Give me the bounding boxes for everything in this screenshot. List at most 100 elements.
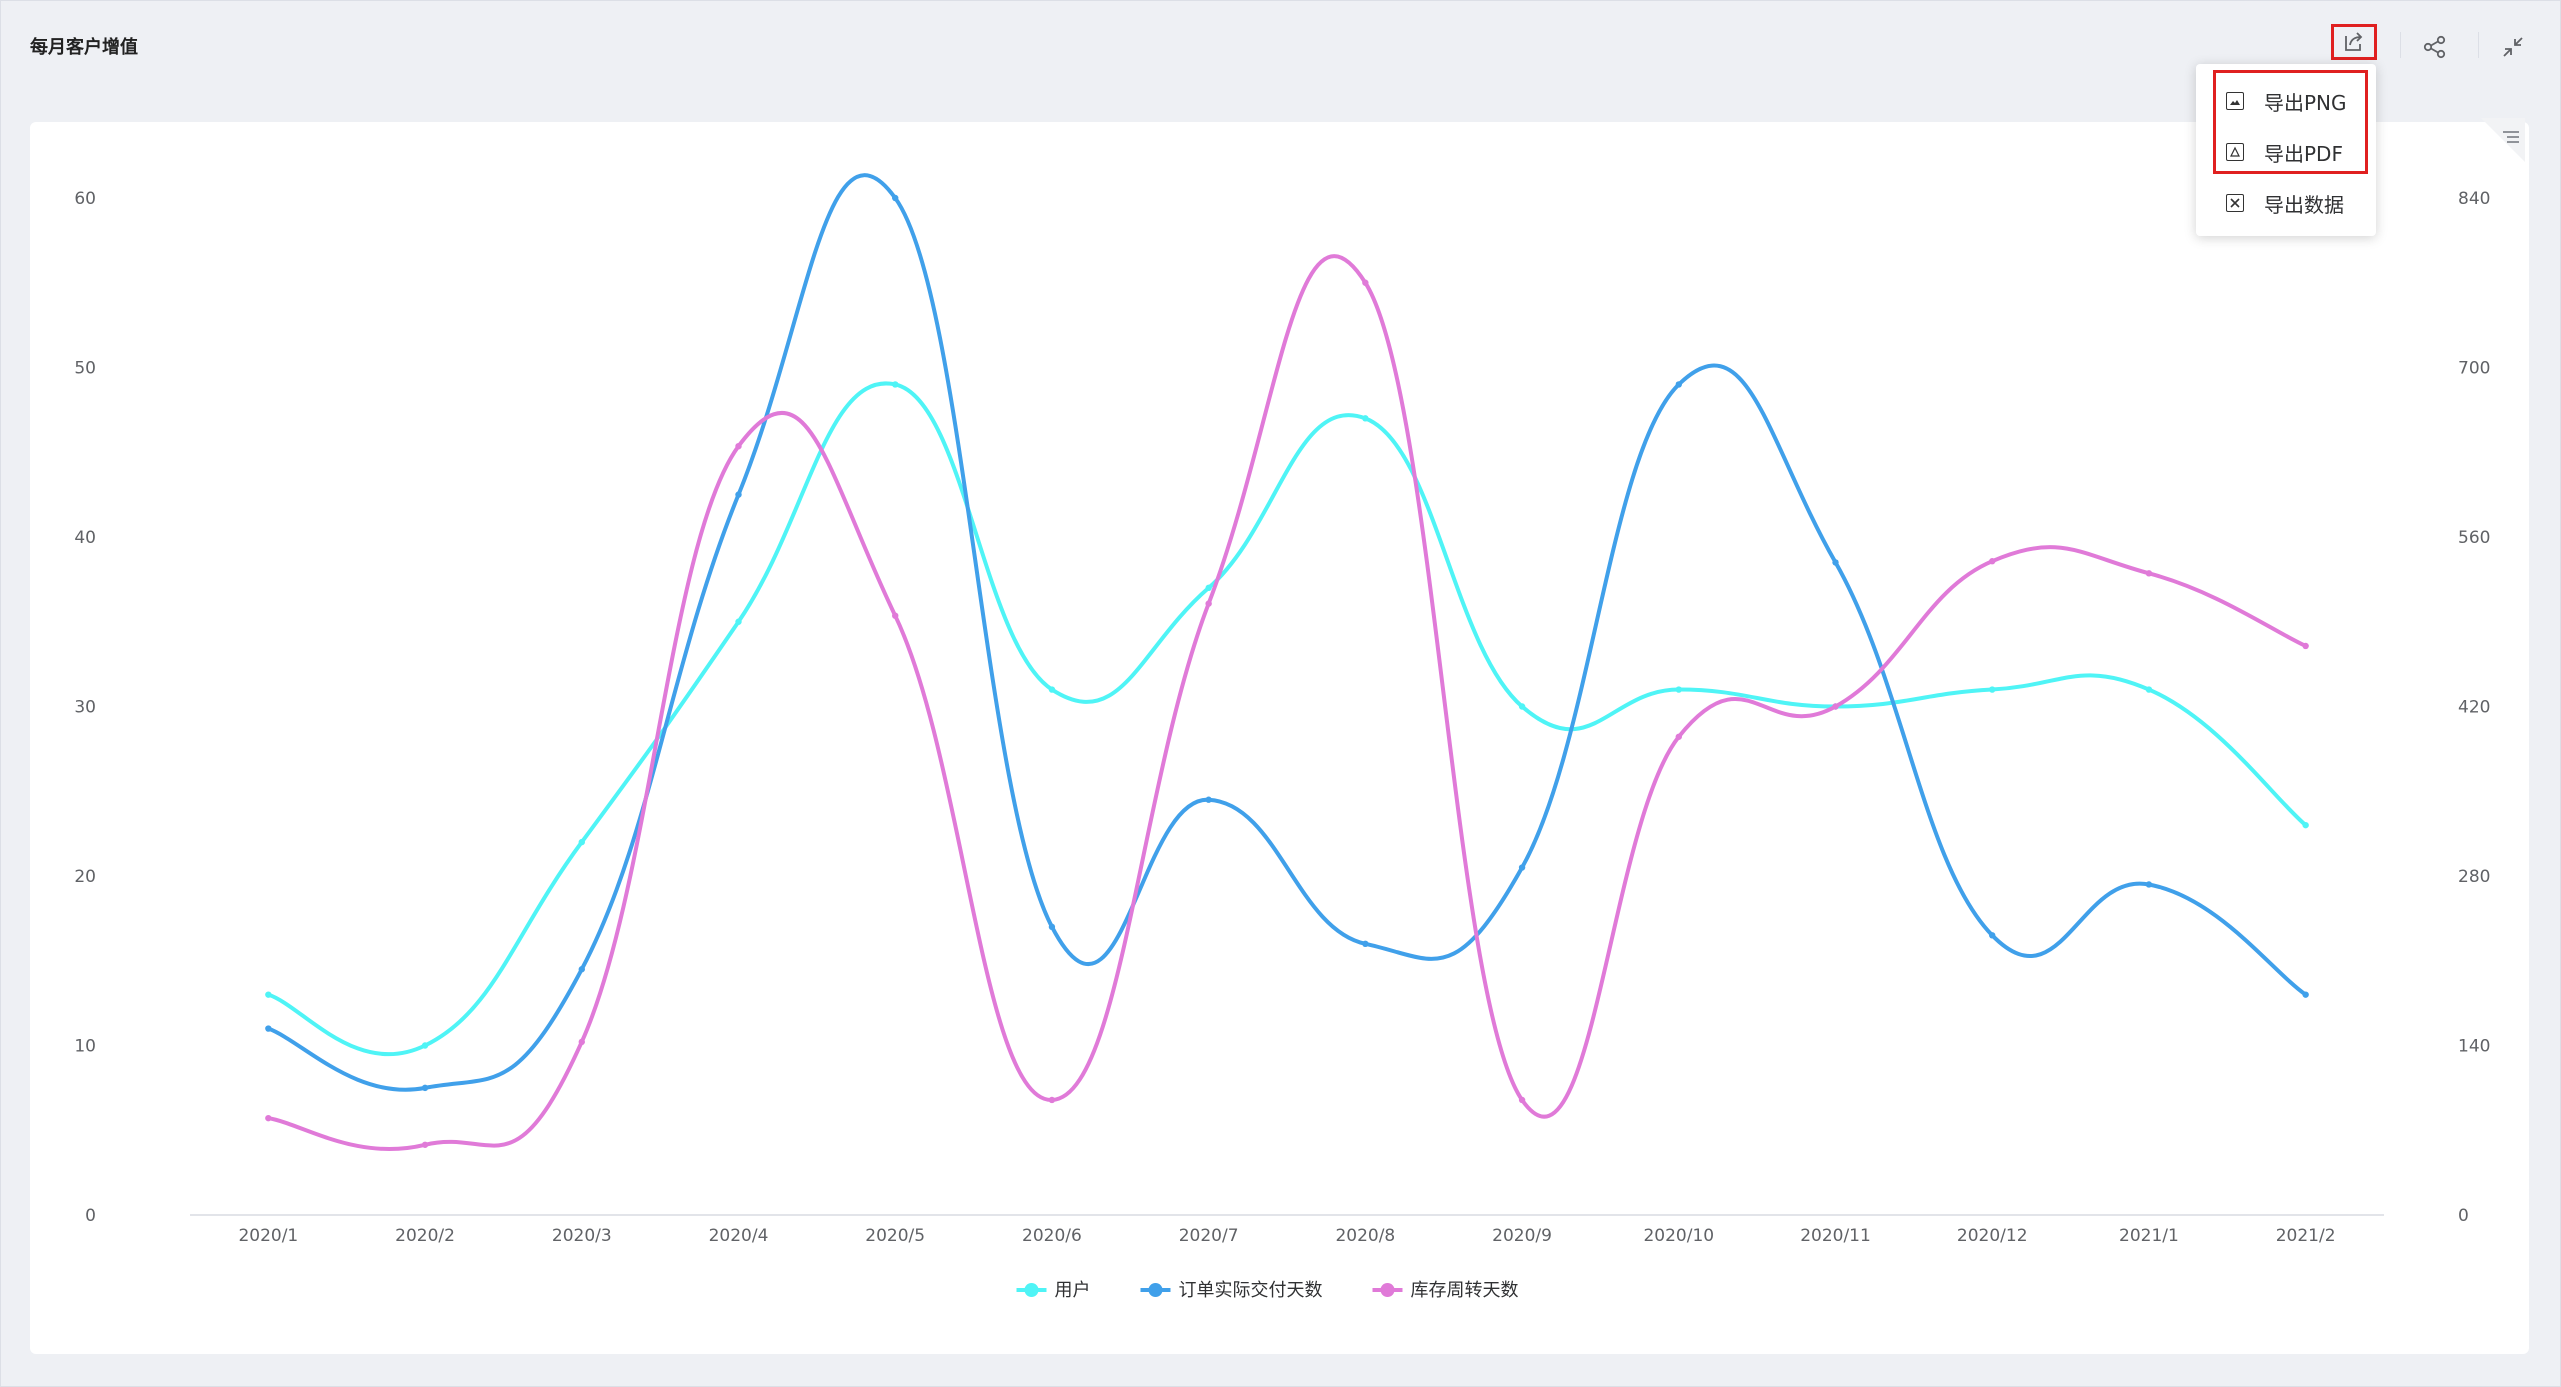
y-left-tick-label: 10 (74, 1037, 96, 1057)
series-3-point (1205, 600, 1212, 607)
x-tick-label: 2020/2 (395, 1226, 455, 1246)
image-icon (2226, 92, 2244, 110)
series-3-point (265, 1114, 272, 1122)
series-2-point (1675, 381, 1682, 388)
series-3-point (1675, 733, 1682, 740)
toolbar-divider (2478, 32, 2479, 58)
toolbar-divider (2400, 32, 2401, 58)
y-right-tick-label: 700 (2458, 359, 2490, 379)
series-line-1 (267, 381, 2307, 1057)
series-3-point (1518, 1096, 1526, 1104)
series-2-point (2302, 991, 2309, 998)
export-data-label: 导出数据 (2264, 192, 2344, 217)
series-3-point (892, 612, 899, 619)
series-2-point (1989, 932, 1996, 939)
series-1-point (2145, 686, 2153, 693)
x-tick-label: 2020/9 (1492, 1226, 1552, 1246)
series-2-point (578, 966, 585, 973)
x-tick-label: 2020/12 (1957, 1226, 2028, 1246)
series-1-point (578, 838, 585, 846)
series-2-point (265, 1025, 272, 1032)
series-1-point (2302, 821, 2309, 829)
share-button[interactable] (2413, 25, 2457, 69)
export-menu: 导出PNG 导出PDF 导出数据 (2196, 64, 2376, 236)
y-left-tick-label: 20 (74, 867, 96, 887)
series-2-point (2145, 881, 2153, 888)
line-chart: 0 10 20 30 40 50 60 0 140 280 420 560 700 840 2020/1 20… (74, 173, 2490, 1301)
series-1-point (735, 618, 742, 625)
series-2-point (1362, 940, 1369, 947)
x-tick-label: 2020/6 (1022, 1226, 1082, 1246)
legend-label: 订单实际交付天数 (1179, 1280, 1323, 1301)
series-1-point (1362, 415, 1369, 422)
export-pdf-label: 导出PDF (2264, 141, 2343, 166)
y-right-tick-label: 280 (2458, 867, 2490, 887)
series-2-point (1048, 923, 1056, 931)
export-data-item[interactable]: 导出数据 (2196, 178, 2376, 228)
series-3-point (2302, 642, 2309, 650)
series-2-point (421, 1084, 429, 1092)
series-3-point (1989, 558, 1996, 565)
x-tick-label: 2021/2 (2276, 1226, 2336, 1246)
y-right-tick-label: 140 (2458, 1037, 2490, 1057)
y-right-tick-label: 420 (2458, 698, 2490, 718)
y-left-tick-label: 60 (74, 189, 96, 209)
series-1-point (1048, 686, 1056, 693)
series-1-point (1518, 703, 1526, 710)
export-png-item[interactable]: 导出PNG (2196, 76, 2376, 126)
series-3-point (1832, 703, 1839, 710)
series-1-point (1675, 686, 1682, 693)
series-2-point (1205, 796, 1212, 803)
page-title: 每月客户增值 (30, 37, 138, 58)
collapse-icon (2503, 37, 2523, 57)
x-tick-label: 2020/8 (1335, 1226, 1395, 1246)
y-left-tick-label: 50 (74, 359, 96, 379)
series-2-point (1832, 559, 1839, 566)
x-tick-label: 2020/4 (709, 1226, 769, 1246)
x-tick-label: 2020/1 (238, 1226, 298, 1246)
series-2-point (1518, 864, 1526, 871)
chart-card: 0 10 20 30 40 50 60 0 140 280 420 560 700 840 2020/1 20… (30, 122, 2529, 1354)
series-line-2 (267, 173, 2307, 1092)
export-icon (2345, 32, 2363, 51)
export-button[interactable] (2331, 24, 2377, 60)
series-line-3 (268, 254, 2307, 1151)
series-1-point (265, 991, 272, 998)
y-right-tick-label: 560 (2458, 528, 2490, 548)
y-left-tick-label: 40 (74, 528, 96, 548)
pdf-icon (2226, 143, 2244, 161)
series-3-point (421, 1141, 429, 1148)
legend-swatch-dot (1380, 1283, 1395, 1297)
x-tick-label: 2020/11 (1800, 1226, 1871, 1246)
series-2-point (892, 194, 899, 202)
x-tick-label: 2021/1 (2119, 1226, 2179, 1246)
y-left-tick-label: 0 (85, 1206, 96, 1226)
y-right-tick-label: 0 (2458, 1206, 2469, 1226)
series-1-point (421, 1042, 429, 1049)
series-3-point (735, 442, 742, 450)
legend-label: 用户 (1055, 1280, 1091, 1301)
y-left-tick-label: 30 (74, 698, 96, 718)
x-tick-label: 2020/10 (1643, 1226, 1714, 1246)
series-3-point (578, 1038, 585, 1046)
series-3-point (1048, 1096, 1056, 1104)
series-2-point (735, 491, 742, 498)
y-right-tick-label: 840 (2458, 189, 2490, 209)
share-icon (2423, 35, 2446, 59)
legend-label: 库存周转天数 (1411, 1280, 1519, 1301)
data-view-icon[interactable] (2481, 118, 2525, 162)
export-png-label: 导出PNG (2264, 90, 2347, 115)
series-3-point (2145, 570, 2153, 577)
collapse-button[interactable] (2491, 25, 2535, 69)
excel-icon (2226, 194, 2244, 212)
x-tick-label: 2020/3 (552, 1226, 612, 1246)
x-tick-label: 2020/7 (1179, 1226, 1239, 1246)
x-tick-label: 2020/5 (865, 1226, 925, 1246)
legend-swatch-dot (1024, 1283, 1039, 1297)
series-1-point (1205, 584, 1212, 592)
series-1-point (892, 381, 899, 388)
export-pdf-item[interactable]: 导出PDF (2196, 127, 2376, 177)
series-3-point (1362, 279, 1369, 286)
series-1-point (1989, 686, 1996, 693)
legend-swatch-dot (1148, 1283, 1163, 1297)
